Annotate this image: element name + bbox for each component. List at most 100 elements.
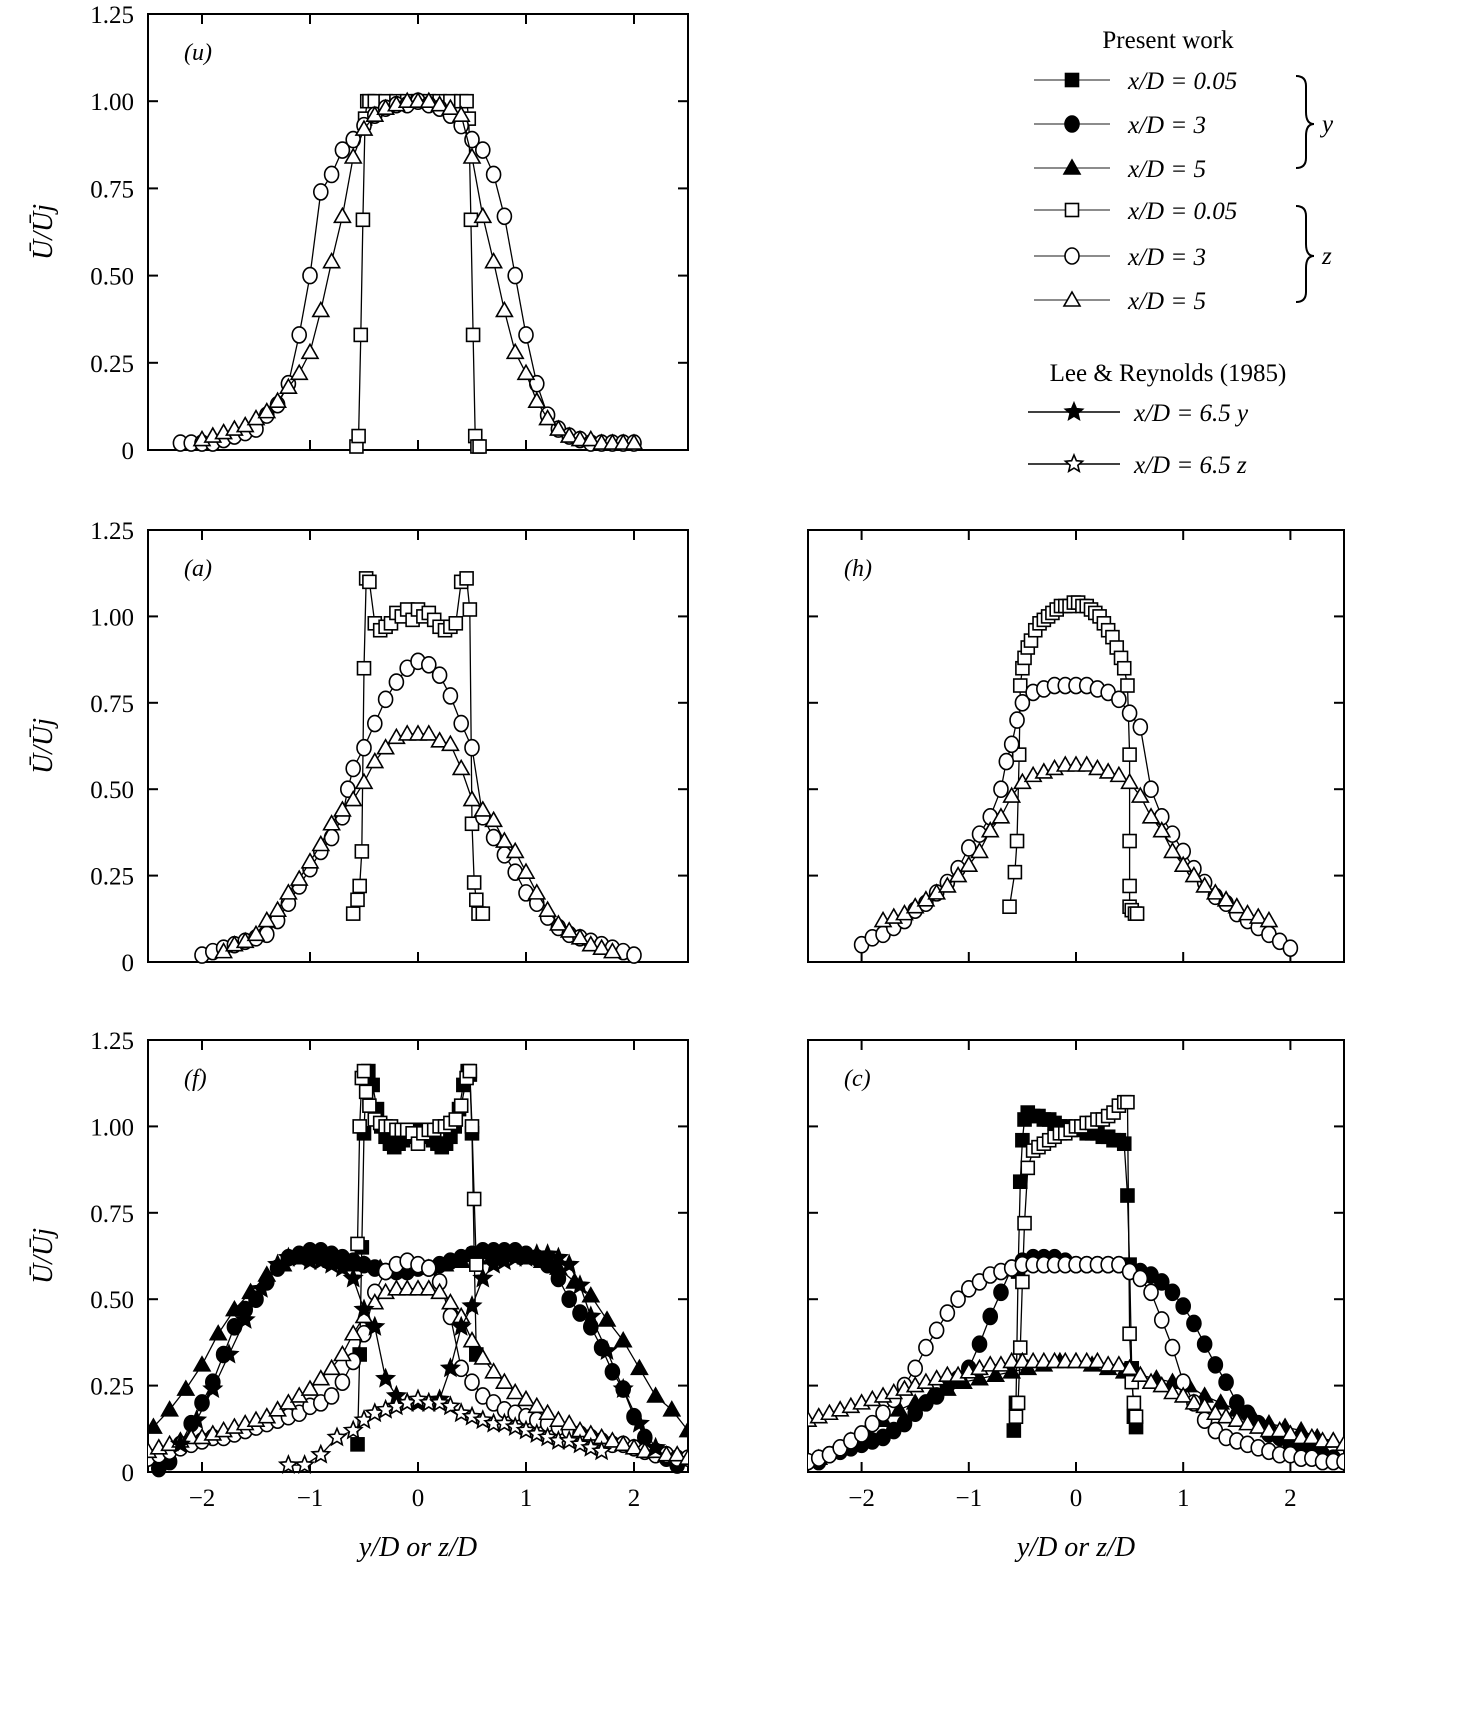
data-point — [1227, 1410, 1247, 1427]
data-point — [441, 1293, 460, 1310]
panel-label: (f) — [184, 1066, 207, 1092]
data-point — [1111, 690, 1127, 709]
data-point — [527, 391, 547, 408]
data-point — [485, 165, 502, 184]
data-point — [257, 910, 277, 928]
data-point — [549, 419, 568, 436]
data-point — [603, 942, 622, 959]
data-point — [559, 1414, 579, 1431]
data-point — [516, 862, 536, 879]
data-point — [1211, 1393, 1231, 1410]
data-point — [441, 98, 460, 115]
data-point — [484, 1362, 503, 1379]
data-point — [1007, 864, 1023, 880]
data-point — [351, 428, 366, 444]
data-point — [473, 800, 493, 817]
data-point — [353, 1298, 375, 1319]
panels: 0 0.25 0.50 0.75 1.00 1.25 (u) Ū/Ūj 0 0.25 0.50 0.7… — [28, 2, 1345, 1563]
data-point — [311, 300, 331, 318]
legend-rows: x/D = 0.05 x/D = 3 x/D = 5 x/D = 0.05 x/D = … — [1028, 68, 1249, 479]
data-point — [1009, 833, 1025, 849]
data-point — [1336, 1452, 1344, 1471]
legend-label-ysf: x/D = 6.5 y — [1133, 400, 1249, 427]
data-point — [462, 147, 482, 164]
data-point — [358, 1084, 374, 1100]
y-tick-label: 0.75 — [90, 691, 134, 718]
data-point — [420, 1259, 437, 1277]
data-point — [980, 821, 1000, 838]
data-point — [461, 1295, 483, 1316]
data-point — [495, 831, 514, 848]
data-point — [246, 924, 266, 942]
y-tick-label: 0.75 — [90, 1201, 134, 1228]
y-tick-label: 1.00 — [90, 604, 134, 631]
data-point — [350, 1437, 365, 1452]
panel-c: −2 −1 0 1 2 (c) y/D or z/D — [807, 1039, 1345, 1563]
data-point — [527, 1396, 547, 1414]
data-point — [939, 1304, 956, 1322]
data-point — [294, 1454, 316, 1475]
data-point — [333, 206, 352, 224]
data-point — [464, 1119, 480, 1134]
data-point — [323, 165, 340, 184]
data-point — [472, 439, 487, 454]
legend: Present work x/D = 0.05x/D = 3x/D = 5x/D… — [1028, 27, 1334, 479]
x-tick-label: 2 — [1284, 1485, 1297, 1512]
data-point — [355, 212, 371, 228]
data-point — [505, 841, 525, 859]
data-point — [1173, 855, 1193, 873]
data-point — [905, 1393, 925, 1410]
x-tick-label: −2 — [848, 1485, 875, 1512]
data-point — [628, 1412, 650, 1433]
data-point — [1334, 1434, 1344, 1452]
data-point — [662, 1400, 682, 1417]
data-point — [928, 1321, 945, 1340]
data-point — [998, 752, 1015, 771]
series-zsq — [1002, 595, 1145, 921]
data-point — [970, 841, 989, 859]
data-point — [1281, 1424, 1300, 1441]
series-zsq — [350, 1063, 484, 1272]
data-point — [1175, 1297, 1191, 1315]
data-point — [1129, 906, 1145, 921]
panel-label: (a) — [184, 556, 212, 582]
data-point — [603, 1431, 622, 1448]
legend-marker-ytr — [1062, 158, 1082, 175]
data-point — [279, 883, 298, 900]
series-line — [355, 100, 480, 448]
legend-marker-zsq — [1064, 202, 1080, 218]
x-tick-label: −2 — [189, 1485, 216, 1512]
data-point — [1173, 1386, 1193, 1403]
data-point — [208, 1324, 228, 1341]
x-tick-label: 0 — [412, 1485, 425, 1512]
data-point — [630, 1358, 649, 1376]
y-tick-label: 0.50 — [90, 264, 134, 291]
data-point — [268, 391, 287, 408]
data-point — [907, 1359, 924, 1378]
data-point — [1163, 1382, 1182, 1400]
data-point — [518, 326, 534, 344]
data-point — [343, 1324, 363, 1341]
data-point — [1006, 1423, 1022, 1438]
data-point — [352, 878, 367, 894]
data-point — [549, 914, 568, 931]
data-point — [1109, 765, 1129, 783]
data-point — [1184, 865, 1204, 883]
y-tick-label: 0.50 — [90, 1287, 134, 1314]
data-point — [950, 1290, 966, 1308]
legend-marker-ztr — [1062, 290, 1082, 307]
data-point — [464, 1373, 480, 1391]
data-point — [466, 1191, 482, 1207]
legend-label-ytr: x/D = 5 — [1127, 156, 1206, 183]
data-point — [277, 1454, 299, 1475]
data-point — [192, 1355, 212, 1372]
data-point — [604, 1362, 621, 1381]
series-zsq — [1008, 1094, 1144, 1425]
data-point — [291, 326, 308, 344]
data-point — [356, 660, 372, 676]
series-zci — [194, 652, 642, 964]
data-point — [1216, 890, 1236, 907]
data-point — [323, 1387, 340, 1405]
data-point — [1128, 1409, 1144, 1425]
data-point — [993, 1283, 1009, 1302]
